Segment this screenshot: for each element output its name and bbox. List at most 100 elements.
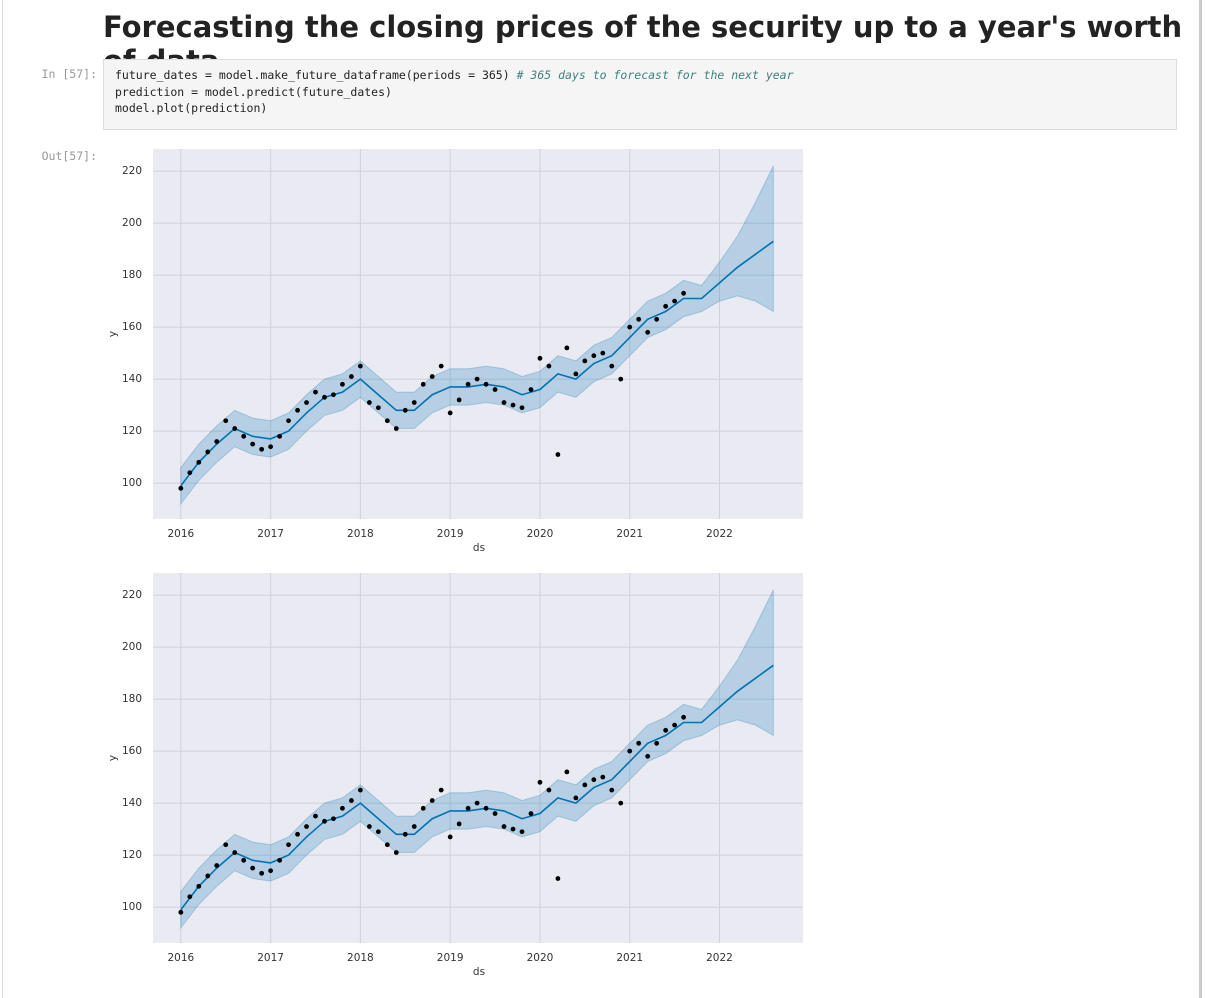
chart: 2016 2017 2018 2019 2020 2021 2022 100 120 140 160… [107, 149, 803, 554]
observed-point [205, 449, 211, 455]
y-tick-label: 120 [122, 849, 142, 861]
x-axis-label: ds [473, 966, 485, 978]
observed-point [375, 829, 381, 835]
observed-point [483, 805, 489, 811]
observed-point [663, 727, 669, 733]
observed-point [609, 363, 615, 369]
observed-point [474, 800, 480, 806]
observed-point [555, 452, 561, 457]
observed-point [286, 418, 291, 424]
code-line: future_dates = model.make_future_datafra… [115, 68, 517, 82]
observed-point [636, 316, 642, 322]
code-cell[interactable]: future_dates = model.make_future_datafra… [103, 59, 1177, 130]
plot-area [153, 573, 803, 943]
x-tick-label: 2019 [437, 952, 464, 964]
observed-point [537, 355, 543, 361]
observed-point [295, 407, 300, 413]
observed-point [178, 485, 184, 491]
observed-point [322, 394, 327, 400]
observed-point [681, 290, 686, 296]
observed-point [627, 748, 633, 754]
observed-point [465, 805, 471, 811]
observed-point [573, 795, 579, 801]
observed-point [196, 883, 202, 889]
observed-point [456, 397, 462, 403]
x-tick-label: 2017 [257, 952, 284, 964]
observed-point [465, 381, 471, 387]
observed-point [519, 405, 525, 411]
y-axis-label: y [107, 331, 119, 337]
x-tick-label: 2021 [616, 528, 643, 540]
code-comment: # 365 days to forecast for the next year [516, 68, 794, 82]
observed-point [384, 842, 390, 848]
observed-point [393, 850, 399, 855]
code-line: prediction = model.predict(future_dates) [115, 84, 392, 99]
out-prompt: Out[57]: [41, 149, 97, 163]
observed-point [438, 363, 444, 369]
observed-point [645, 753, 651, 759]
observed-point [393, 426, 399, 431]
observed-point [277, 433, 282, 439]
observed-point [331, 816, 336, 822]
uncertainty-band [180, 589, 774, 930]
observed-point [447, 410, 453, 416]
observed-point [528, 811, 534, 816]
observed-point [582, 358, 588, 364]
observed-point [591, 777, 597, 783]
observed-point [223, 842, 229, 848]
observed-point [277, 857, 282, 863]
observed-point [214, 439, 220, 444]
observed-point [438, 787, 444, 793]
observed-point [564, 345, 570, 351]
observed-point [483, 381, 489, 387]
observed-point [384, 418, 390, 424]
x-tick-label: 2021 [616, 952, 643, 964]
in-prompt: In [57]: [41, 67, 97, 81]
observed-point [510, 402, 516, 408]
observed-point [618, 800, 624, 806]
observed-point [250, 441, 256, 447]
observed-point [654, 316, 660, 322]
observed-point [357, 363, 363, 369]
x-tick-label: 2017 [257, 528, 284, 540]
observed-point [349, 374, 354, 379]
observed-point [456, 821, 462, 827]
observed-point [357, 787, 363, 793]
observed-point [295, 831, 300, 837]
observed-point [420, 381, 426, 387]
x-tick-label: 2016 [167, 952, 194, 964]
observed-point [501, 400, 507, 405]
observed-point [582, 782, 588, 788]
observed-point [510, 826, 516, 832]
observed-point [241, 857, 247, 863]
observed-point [340, 381, 345, 387]
observed-point [313, 389, 318, 395]
observed-point [429, 798, 435, 803]
observed-point [429, 374, 435, 379]
observed-point [241, 433, 247, 439]
observed-point [573, 371, 579, 377]
observed-point [268, 444, 274, 450]
observed-point [519, 829, 525, 835]
code-line: model.plot(prediction) [115, 101, 268, 115]
observed-point [474, 376, 480, 382]
observed-point [411, 400, 417, 405]
observed-point [178, 909, 184, 915]
y-tick-label: 220 [122, 589, 142, 601]
observed-point [366, 824, 372, 829]
observed-point [331, 392, 336, 398]
x-tick-label: 2020 [527, 528, 554, 540]
observed-point [402, 407, 408, 413]
y-tick-label: 180 [122, 693, 142, 705]
observed-point [609, 787, 615, 793]
observed-point [340, 805, 345, 811]
observed-point [250, 865, 256, 871]
observed-point [286, 842, 291, 848]
y-tick-label: 140 [122, 373, 142, 385]
observed-point [205, 873, 211, 879]
observed-point [672, 298, 678, 304]
observed-point [375, 405, 381, 411]
observed-point [259, 446, 265, 452]
